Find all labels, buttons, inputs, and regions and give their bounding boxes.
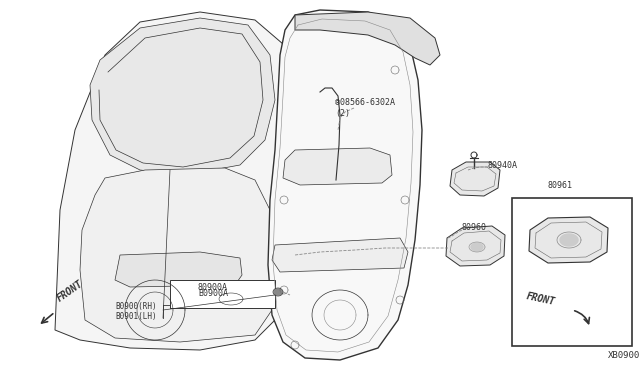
Polygon shape [446,226,505,266]
Text: 80900A: 80900A [198,282,228,292]
Text: XB09001U: XB09001U [608,350,640,359]
Polygon shape [55,12,310,350]
Polygon shape [283,148,392,185]
Text: FRONT: FRONT [525,291,556,307]
Polygon shape [90,18,275,175]
Polygon shape [450,162,500,196]
Bar [512,198,632,346]
Text: 80940A: 80940A [488,160,518,170]
Text: FRONT: FRONT [55,279,84,304]
Polygon shape [272,238,408,272]
Bar [170,280,275,308]
Text: ®08566-6302A
(2): ®08566-6302A (2) [335,98,395,118]
Polygon shape [145,172,230,212]
Polygon shape [274,289,282,295]
Polygon shape [471,243,483,251]
Text: 80961: 80961 [547,180,572,189]
Text: B0900A: B0900A [198,289,228,298]
Polygon shape [268,10,422,360]
Polygon shape [560,234,578,246]
Polygon shape [80,168,275,342]
Text: B0900(RH)
B0901(LH): B0900(RH) B0901(LH) [115,302,157,321]
Text: 80960: 80960 [462,224,487,232]
Polygon shape [529,217,608,263]
Polygon shape [115,252,242,287]
Polygon shape [210,290,252,308]
Polygon shape [295,12,440,65]
